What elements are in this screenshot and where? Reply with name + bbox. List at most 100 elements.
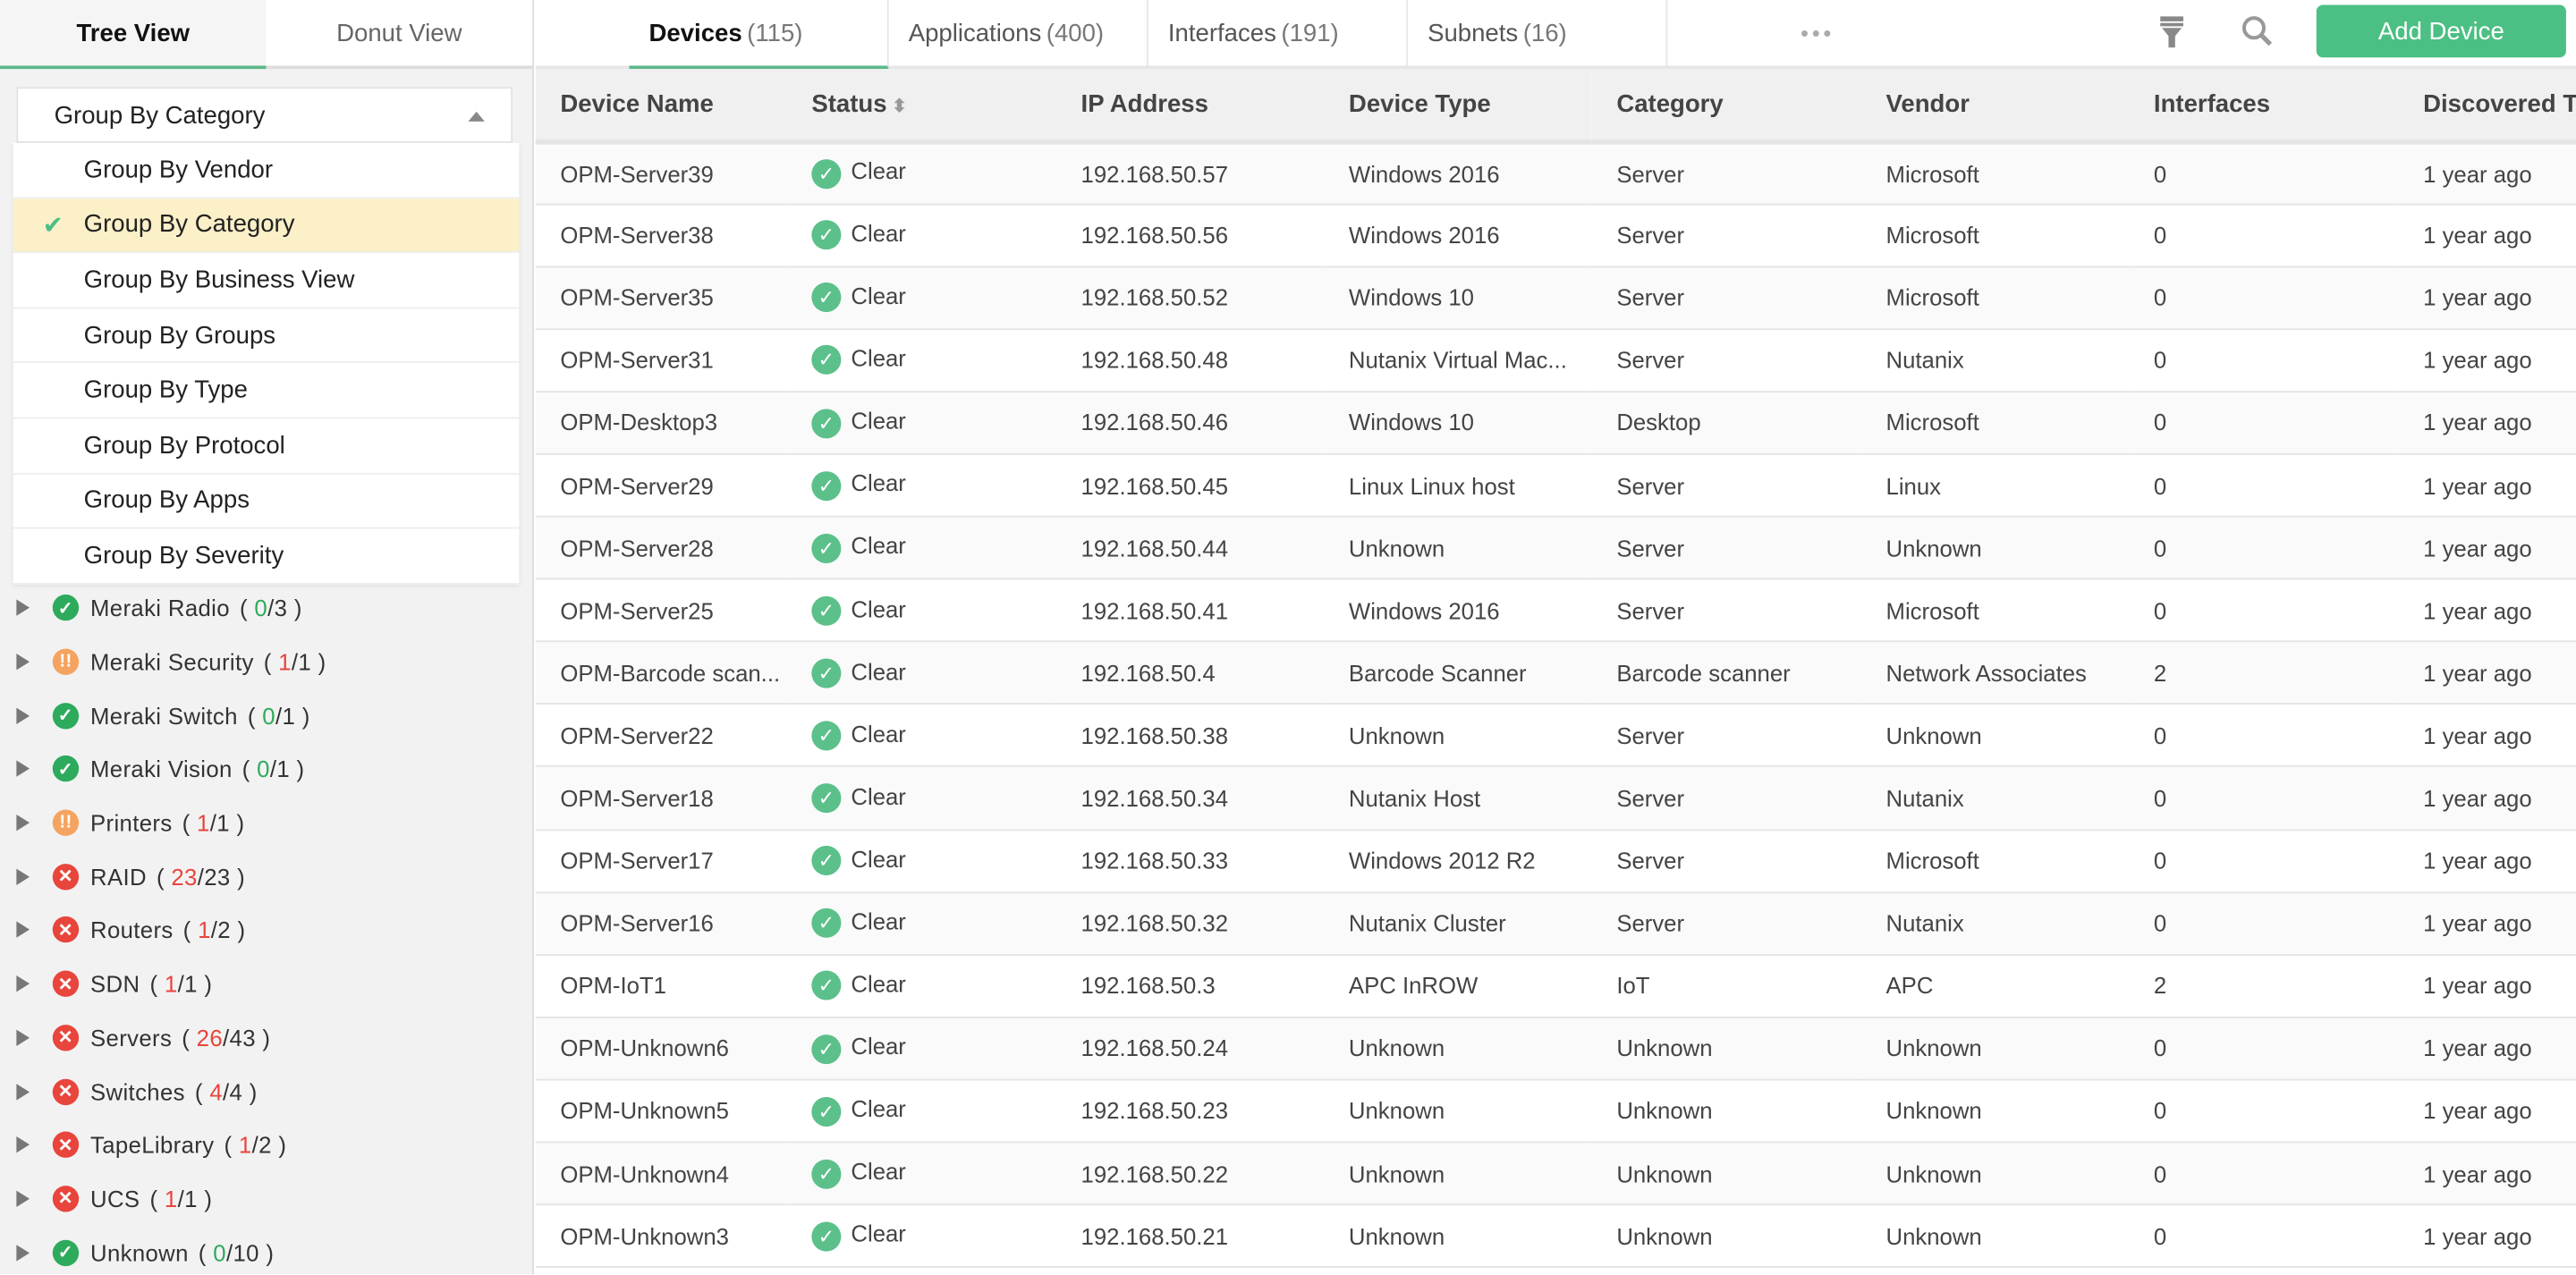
tree-item[interactable]: ✓ Meraki Vision ( 0/1 ) [0, 742, 534, 796]
column-header[interactable]: Device Type [1324, 69, 1592, 144]
device-name-cell[interactable]: OPM-Server18 [535, 766, 787, 831]
table-row[interactable]: OPM-Server25 ✓ Clear 192.168.50.41 Windows 2… [535, 578, 2576, 643]
expand-arrow-icon[interactable] [16, 600, 30, 617]
column-header[interactable]: Category [1591, 69, 1861, 144]
group-by-option[interactable]: Group By Severity [13, 529, 520, 585]
group-by-option[interactable]: Group By Protocol [13, 418, 520, 475]
column-header[interactable]: IP Address [1055, 69, 1325, 144]
tab-interfaces[interactable]: Interfaces (191) [1148, 0, 1409, 66]
table-row[interactable]: OPM-Server29 ✓ Clear 192.168.50.45 Linux Lin… [535, 453, 2576, 518]
expand-arrow-icon[interactable] [16, 975, 30, 992]
table-row[interactable]: OPM-Server31 ✓ Clear 192.168.50.48 Nutanix V… [535, 328, 2576, 393]
table-cell: Unknown [1324, 1079, 1592, 1144]
more-tabs-button[interactable]: ••• [1801, 20, 1835, 46]
tree-item[interactable]: ✕ RAID ( 23/23 ) [0, 849, 534, 903]
table-cell: 192.168.50.41 [1055, 578, 1325, 643]
group-by-option[interactable]: Group By Business View [13, 253, 520, 308]
table-row[interactable]: OPM-Unknown3 ✓ Clear 192.168.50.21 Unknown Un… [535, 1204, 2576, 1269]
table-row[interactable]: OPM-Unknown4 ✓ Clear 192.168.50.22 Unknown Un… [535, 1142, 2576, 1206]
add-device-button[interactable]: Add Device [2316, 4, 2566, 58]
cell-text: 2 [2153, 972, 2167, 1000]
group-by-option[interactable]: Group By Apps [13, 474, 520, 529]
column-header[interactable]: Device Name [535, 69, 787, 144]
column-label: Interfaces [2153, 89, 2271, 118]
device-name-cell[interactable]: OPM-Unknown3 [535, 1204, 787, 1269]
device-name-cell[interactable]: OPM-Server38 [535, 203, 787, 267]
expand-arrow-icon[interactable] [16, 654, 30, 671]
tree-item[interactable]: !! Meraki Security ( 1/1 ) [0, 635, 534, 688]
group-by-option[interactable]: ✔ Group By Category [13, 198, 520, 254]
tree-item[interactable]: ✕ Switches ( 4/4 ) [0, 1065, 534, 1119]
table-row[interactable]: OPM-Server22 ✓ Clear 192.168.50.38 Unknown Se… [535, 704, 2576, 768]
table-row[interactable]: OPM-Unknown6 ✓ Clear 192.168.50.24 Unknown Un… [535, 1017, 2576, 1081]
expand-arrow-icon[interactable] [16, 1083, 30, 1100]
tab-tree-view[interactable]: Tree View [0, 0, 267, 70]
column-header[interactable]: Status ⬍ [786, 69, 1056, 144]
tab-applications[interactable]: Applications (400) [889, 0, 1148, 66]
tree-item[interactable]: ✕ Servers ( 26/43 ) [0, 1010, 534, 1064]
table-row[interactable]: OPM-Unknown5 ✓ Clear 192.168.50.23 Unknown Un… [535, 1079, 2576, 1144]
device-name-cell[interactable]: OPM-Server29 [535, 453, 787, 518]
expand-arrow-icon[interactable] [16, 1136, 30, 1153]
device-name-cell[interactable]: OPM-IoT1 [535, 954, 787, 1018]
tree-item[interactable]: ✓ Meraki Radio ( 0/3 ) [0, 581, 534, 635]
device-name-cell[interactable]: OPM-Desktop3 [535, 391, 787, 455]
device-name-cell[interactable]: OPM-Server25 [535, 578, 787, 643]
tab-devices[interactable]: Devices (115) [629, 0, 889, 70]
option-label: Group By Apps [83, 486, 250, 515]
expand-arrow-icon[interactable] [16, 1029, 30, 1046]
total-count: 43 [229, 1024, 256, 1051]
device-name-cell[interactable]: OPM-Unknown5 [535, 1079, 787, 1144]
tree-item[interactable]: ✓ Unknown ( 0/10 ) [0, 1226, 534, 1275]
group-by-option[interactable]: Group By Type [13, 364, 520, 419]
table-cell: 192.168.50.48 [1055, 328, 1325, 393]
table-row[interactable]: OPM-Server28 ✓ Clear 192.168.50.44 Unknown Se… [535, 516, 2576, 580]
tree-item[interactable]: ✓ Meraki Switch ( 0/1 ) [0, 688, 534, 742]
tree-item[interactable]: ✕ Routers ( 1/2 ) [0, 903, 534, 957]
device-name-cell[interactable]: OPM-Server35 [535, 266, 787, 330]
table-row[interactable]: OPM-Server35 ✓ Clear 192.168.50.52 Windows 1… [535, 266, 2576, 330]
table-row[interactable]: OPM-Server17 ✓ Clear 192.168.50.33 Windows 2… [535, 829, 2576, 893]
device-name-cell[interactable]: OPM-Unknown4 [535, 1142, 787, 1206]
table-row[interactable]: OPM-Server18 ✓ Clear 192.168.50.34 Nutanix H… [535, 766, 2576, 831]
device-name-cell[interactable]: OPM-Server16 [535, 891, 787, 956]
sort-icon[interactable]: ⬍ [886, 96, 908, 116]
expand-arrow-icon[interactable] [16, 1244, 30, 1261]
critical-status-icon: ✕ [52, 1131, 80, 1159]
expand-arrow-icon[interactable] [16, 868, 30, 885]
search-icon[interactable] [2241, 15, 2274, 48]
device-name-cell[interactable]: OPM-Server31 [535, 328, 787, 393]
tree-item[interactable]: ✕ UCS ( 1/1 ) [0, 1172, 534, 1226]
device-name-cell[interactable]: OPM-Server28 [535, 516, 787, 580]
device-name-cell[interactable]: OPM-Server39 [535, 140, 787, 205]
device-name-cell[interactable]: OPM-Server17 [535, 829, 787, 893]
cell-text: 0 [2153, 284, 2167, 311]
device-name-cell[interactable]: OPM-Unknown6 [535, 1017, 787, 1081]
tree-item[interactable]: !! Printers ( 1/1 ) [0, 796, 534, 849]
table-row[interactable]: OPM-Server39 ✓ Clear 192.168.50.57 Windows 2… [535, 140, 2576, 205]
expand-arrow-icon[interactable] [16, 1190, 30, 1207]
group-by-option[interactable]: Group By Vendor [13, 143, 520, 198]
tab-subnets[interactable]: Subnets (16) [1408, 0, 1668, 66]
table-row[interactable]: OPM-Server16 ✓ Clear 192.168.50.32 Nutanix C… [535, 891, 2576, 956]
filter-icon[interactable] [2158, 15, 2184, 48]
group-by-option[interactable]: Group By Groups [13, 308, 520, 364]
expand-arrow-icon[interactable] [16, 707, 30, 724]
column-header[interactable]: Discovered Ti [2398, 69, 2576, 144]
table-row[interactable]: OPM-Server38 ✓ Clear 192.168.50.56 Windows 2… [535, 203, 2576, 267]
tree-item[interactable]: ✕ SDN ( 1/1 ) [0, 957, 534, 1010]
table-row[interactable]: OPM-Desktop3 ✓ Clear 192.168.50.46 Windows 1… [535, 391, 2576, 455]
down-count: 4 [209, 1077, 224, 1105]
group-by-dropdown[interactable]: Group By Category [16, 87, 513, 143]
tree-item[interactable]: ✕ TapeLibrary ( 1/2 ) [0, 1119, 534, 1172]
tab-donut-view[interactable]: Donut View [266, 0, 533, 70]
column-header[interactable]: Interfaces [2129, 69, 2399, 144]
expand-arrow-icon[interactable] [16, 815, 30, 832]
table-row[interactable]: OPM-Barcode scan... ✓ Clear 192.168.50.4 Bar… [535, 641, 2576, 705]
expand-arrow-icon[interactable] [16, 761, 30, 778]
table-row[interactable]: OPM-IoT1 ✓ Clear 192.168.50.3 APC InROW IoT AP… [535, 954, 2576, 1018]
device-name-cell[interactable]: OPM-Server22 [535, 704, 787, 768]
column-header[interactable]: Vendor [1860, 69, 2130, 144]
device-name-cell[interactable]: OPM-Barcode scan... [535, 641, 787, 705]
expand-arrow-icon[interactable] [16, 922, 30, 939]
